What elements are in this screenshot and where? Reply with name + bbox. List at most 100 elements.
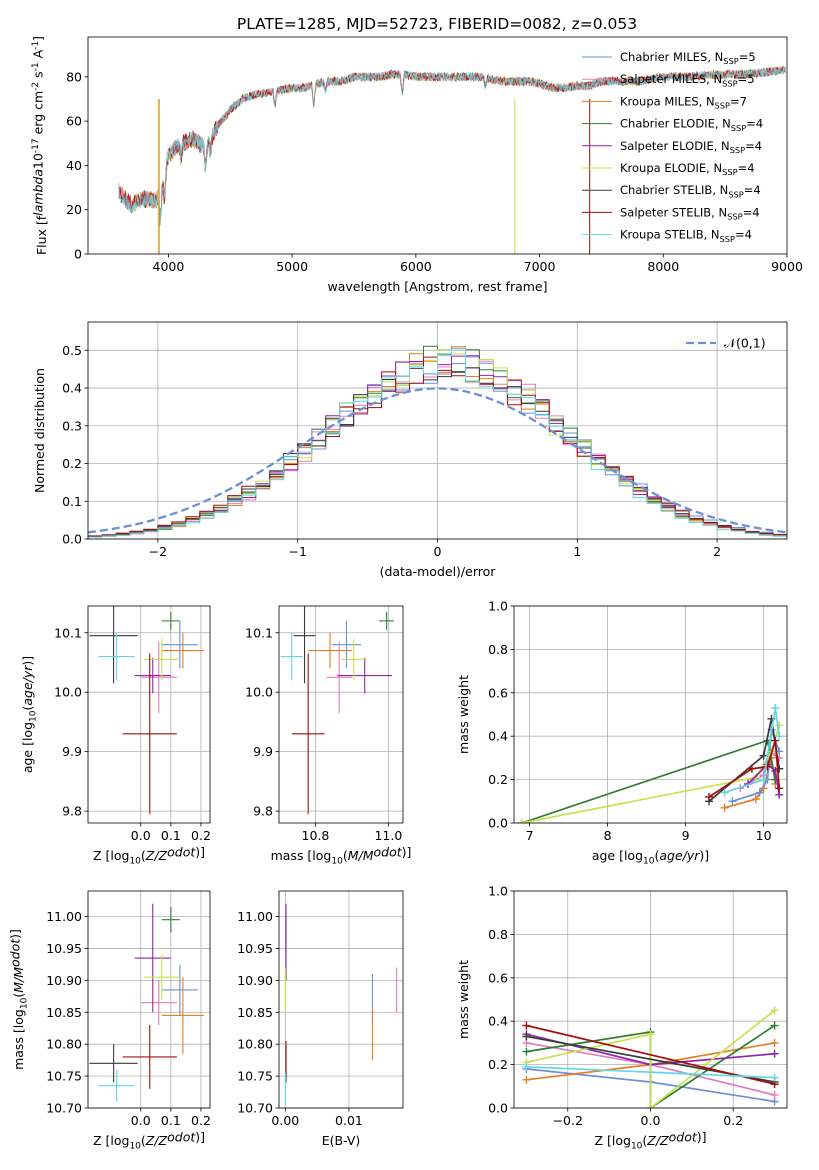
y-axis-label: mass weight [456, 675, 471, 754]
x-tick-label: 8 [604, 828, 612, 843]
spectrum-line-kroupa-stelib [118, 66, 786, 227]
y-axis-label: age [log10​(age/yr)] [20, 656, 39, 773]
legend-entry-kroupa-elodie: Kroupa ELODIE, NSSP​=4 [620, 161, 755, 177]
x-tick-label: 5000 [276, 259, 308, 274]
marker-kroupa-miles [751, 795, 760, 804]
marker-chabrier-elodie [522, 1047, 531, 1056]
y-tick-label: 10.75 [46, 1069, 82, 1084]
y-tick-label: 0.6 [488, 685, 508, 700]
x-tick-label: 0 [434, 544, 442, 559]
y-tick-label: 10.0 [245, 685, 273, 700]
marker-salpeter-stelib [763, 762, 772, 771]
y-tick-label: 0.2 [488, 1057, 508, 1072]
x-tick-label: 0.0 [131, 828, 151, 843]
legend-entry-salpeter-stelib: Salpeter STELIB, NSSP​=4 [620, 205, 760, 221]
legend-entry-normal: 𝒩(0,1) [724, 336, 766, 351]
y-tick-label: 10.0 [54, 685, 82, 700]
y-axis-label: mass [log10​(M/M​odot)] [8, 929, 30, 1070]
y-tick-label: 0.5 [62, 343, 82, 358]
marker-salpeter-stelib [771, 736, 780, 745]
legend-entry-chabrier-miles: Chabrier MILES, NSSP​=5 [620, 50, 756, 66]
y-tick-label: 9.8 [253, 804, 273, 819]
y-tick-label: 0 [74, 247, 82, 262]
y-tick-label: 10.80 [237, 1037, 273, 1052]
legend-entry-chabrier-elodie: Chabrier ELODIE, NSSP​=4 [620, 117, 763, 133]
plot-area [517, 703, 784, 823]
y-axis-label: mass weight [456, 960, 471, 1039]
plot-area [118, 65, 786, 254]
marker-kroupa-stelib [770, 1073, 779, 1082]
y-tick-label: 0.0 [62, 532, 82, 547]
x-tick-label: 0.1 [161, 1113, 181, 1128]
mass-vs-metallicity-plot: 0.0 0.1 0.2 10.70 10.75 10.80 10.85 10.90 10.95 1… [8, 890, 211, 1152]
y-tick-label: 0.3 [62, 418, 82, 433]
y-tick-label: 9.9 [253, 744, 273, 759]
y-tick-label: 0.2 [62, 456, 82, 471]
y-tick-label: 10.90 [46, 973, 82, 988]
y-tick-label: 9.9 [62, 744, 82, 759]
y-tick-label: 1.0 [488, 884, 508, 899]
marker-kroupa-stelib [759, 775, 768, 784]
y-tick-label: 10.70 [46, 1101, 82, 1116]
y-tick-label: 0.2 [488, 772, 508, 787]
x-tick-label: 0.00 [271, 1113, 299, 1128]
plot-area [522, 1006, 779, 1108]
x-tick-label: 9 [682, 828, 690, 843]
legend-entry-kroupa-stelib: Kroupa STELIB, NSSP​=4 [620, 228, 752, 244]
x-axis-label: E(B-V) [322, 1133, 361, 1148]
axes-frame [87, 321, 788, 540]
y-tick-label: 10.70 [237, 1101, 273, 1116]
x-tick-label: −0.2 [553, 1113, 583, 1128]
y-tick-label: 10.85 [46, 1005, 82, 1020]
marker-kroupa-stelib [775, 732, 784, 741]
x-axis-label: (data-model)/error [380, 564, 497, 579]
x-tick-label: 2 [713, 544, 721, 559]
histogram-chabrier-stelib [88, 367, 787, 537]
y-tick-label: 40 [66, 158, 82, 173]
x-tick-label: 10 [756, 828, 772, 843]
marker-kroupa-elodie [751, 773, 760, 782]
y-tick-label: 11.00 [46, 909, 82, 924]
mass-vs-ebv-plot: 0.00 0.01 10.70 10.75 10.80 10.85 10.90 10.95 11… [237, 890, 404, 1148]
x-tick-label: 4000 [153, 259, 185, 274]
y-tick-label: 9.8 [62, 804, 82, 819]
marker-kroupa-elodie [646, 1104, 655, 1108]
x-axis-label: Z [log10​(Z/Z​odot)] [594, 1130, 706, 1152]
marker-salpeter-stelib [522, 1021, 531, 1030]
x-axis-label: Z [log10​(Z/Z​odot)] [93, 845, 205, 867]
x-tick-label: 7 [526, 828, 534, 843]
marker-salpeter-stelib [705, 792, 713, 801]
x-axis-label: Z [log10​(Z/Z​odot)] [93, 1130, 205, 1152]
mass-weight-vs-metallicity-plot: −0.2 0.0 0.2 0.0 0.2 0.4 0.6 0.8 1.0 Z [log10​(Z/… [456, 884, 788, 1152]
marker-kroupa-stelib [720, 788, 729, 797]
x-tick-label: 0.2 [191, 828, 211, 843]
plot-area [88, 345, 787, 538]
marker-kroupa-miles [770, 1038, 779, 1047]
axes-frame [87, 36, 788, 255]
y-tick-label: 10.90 [237, 973, 273, 988]
x-tick-label: 0.01 [335, 1113, 363, 1128]
marker-kroupa-miles [522, 1075, 531, 1084]
y-tick-label: 10.1 [245, 625, 273, 640]
axes-frame [513, 890, 788, 1109]
marker-salpeter-stelib [775, 784, 784, 793]
plot-area [280, 606, 394, 815]
y-tick-label: 0.4 [62, 381, 82, 396]
marker-kroupa-elodie [775, 721, 784, 730]
series-kroupa-stelib [724, 707, 781, 794]
marker-chabrier-elodie [770, 1021, 779, 1030]
y-tick-label: 60 [66, 114, 82, 129]
x-tick-label: 0.0 [131, 1113, 151, 1128]
y-tick-label: 10.75 [237, 1069, 273, 1084]
y-tick-label: 80 [66, 69, 82, 84]
spectrum-plot: 4000 5000 6000 7000 8000 9000 0 20 40 60 80 wavelen… [31, 36, 803, 294]
series-kroupa-stelib [526, 1065, 775, 1079]
x-tick-label: 7000 [524, 259, 556, 274]
plot-area [284, 903, 398, 1105]
y-axis-label: Normed distribution [32, 368, 47, 493]
normal-curve [88, 387, 787, 534]
plot-area [89, 903, 204, 1102]
age-vs-metallicity-plot: 0.0 0.1 0.2 9.8 9.9 10.0 10.1 Z [log10​(Z/Z​odo… [20, 605, 211, 867]
y-tick-label: 0.4 [488, 1014, 508, 1029]
marker-kroupa-miles [720, 803, 729, 812]
